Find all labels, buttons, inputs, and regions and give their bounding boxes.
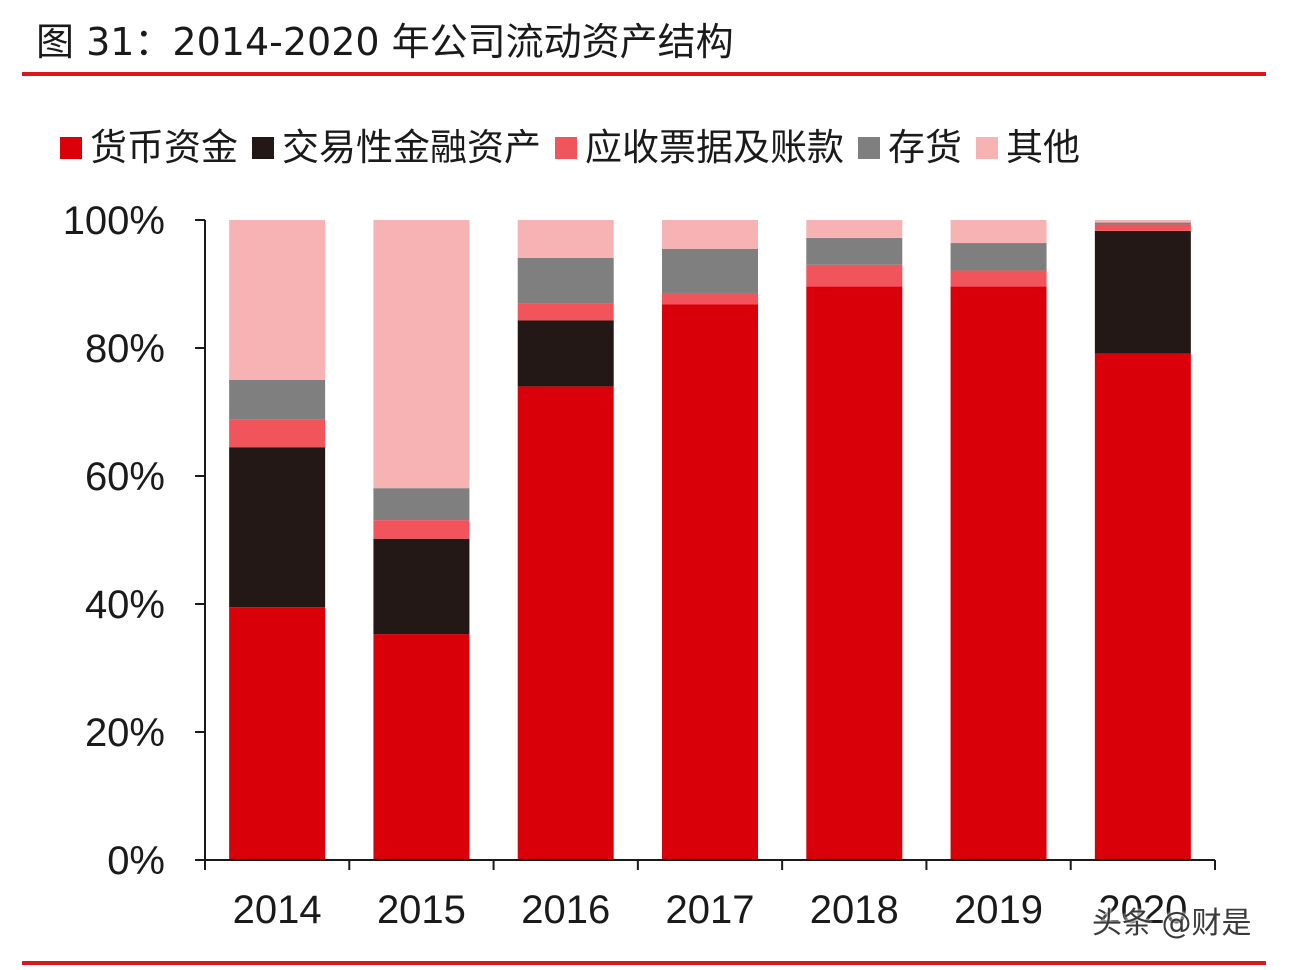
- bar-segment-2017-s2: [662, 292, 758, 305]
- legend-item-other: 其他: [976, 120, 1080, 176]
- bar-segment-2020-s1: [1094, 230, 1191, 354]
- legend-swatch-other: [976, 137, 998, 159]
- axes-layer: [195, 219, 1216, 870]
- bar-segment-2019-s4: [950, 220, 1047, 244]
- bar-segment-2016-s4: [517, 220, 614, 258]
- bar-segment-2015-s4: [373, 220, 470, 489]
- bar-segment-2015-s2: [373, 520, 470, 539]
- legend-item-trading-assets: 交易性金融资产: [252, 120, 541, 176]
- x-tick-label-2016: 2016: [521, 888, 610, 932]
- bar-segment-2019-s3: [950, 243, 1047, 271]
- chart-legend: 货币资金 交易性金融资产 应收票据及账款 存货 其他: [60, 120, 1094, 176]
- y-tick-label-40: 40%: [85, 583, 165, 627]
- bar-segment-2015-s3: [373, 488, 470, 521]
- legend-swatch-receivables: [555, 137, 577, 159]
- bar-segment-2020-s4: [1094, 220, 1191, 223]
- bar-segment-2019-s2: [950, 270, 1047, 287]
- bar-segment-2020-s2: [1094, 224, 1191, 231]
- bar-segment-2015-s1: [373, 538, 470, 635]
- legend-swatch-cash: [60, 137, 82, 159]
- bar-segment-2018-s0: [806, 286, 903, 860]
- x-tick-label-2017: 2017: [666, 888, 755, 932]
- bar-segment-2020-s0: [1094, 353, 1191, 860]
- bar-segment-2014-s2: [229, 419, 326, 448]
- legend-item-receivables: 应收票据及账款: [555, 120, 844, 176]
- legend-label-receivables: 应收票据及账款: [585, 126, 844, 169]
- ticks-layer: 2014 2015 2016 2017 2018 2019 2020 0% 20% 40% 60% 8…: [63, 199, 1188, 932]
- legend-label-other: 其他: [1006, 126, 1080, 169]
- bar-segment-2017-s4: [662, 220, 758, 249]
- legend-label-trading-assets: 交易性金融资产: [282, 126, 541, 169]
- bar-segment-2017-s0: [662, 304, 758, 861]
- bars-layer: [229, 220, 1191, 861]
- bar-segment-2016-s2: [517, 303, 614, 321]
- bar-segment-2020-s3: [1094, 222, 1191, 225]
- x-tick-label-2019: 2019: [954, 888, 1043, 932]
- x-tick-label-2018: 2018: [810, 888, 899, 932]
- legend-item-cash: 货币资金: [60, 120, 238, 176]
- watermark: 头条 @财是: [1092, 906, 1252, 941]
- bar-segment-2017-s3: [662, 248, 758, 293]
- bar-segment-2015-s0: [373, 634, 470, 860]
- figure-title: 图 31：2014-2020 年公司流动资产结构: [36, 20, 734, 64]
- bar-segment-2018-s4: [806, 220, 903, 238]
- x-tick-label-2014: 2014: [233, 888, 322, 932]
- title-rule: [22, 72, 1266, 76]
- legend-swatch-trading-assets: [252, 137, 274, 159]
- y-tick-label-80: 80%: [85, 327, 165, 371]
- bar-segment-2014-s1: [229, 447, 326, 608]
- y-tick-label-60: 60%: [85, 455, 165, 499]
- legend-label-inventory: 存货: [888, 126, 962, 169]
- y-tick-label-100: 100%: [63, 199, 165, 243]
- footer-rule: [22, 961, 1266, 965]
- legend-swatch-inventory: [858, 137, 880, 159]
- bar-segment-2018-s2: [806, 264, 903, 287]
- y-tick-label-20: 20%: [85, 711, 165, 755]
- bar-segment-2016-s0: [517, 386, 614, 860]
- bar-segment-2016-s3: [517, 257, 614, 304]
- bar-segment-2016-s1: [517, 320, 614, 387]
- legend-item-inventory: 存货: [858, 120, 962, 176]
- bar-segment-2014-s0: [229, 607, 326, 860]
- bar-segment-2018-s3: [806, 237, 903, 265]
- bar-segment-2014-s3: [229, 380, 326, 420]
- legend-label-cash: 货币资金: [90, 126, 238, 169]
- x-tick-label-2015: 2015: [377, 888, 466, 932]
- y-tick-label-0: 0%: [107, 839, 165, 883]
- bar-segment-2014-s4: [229, 220, 326, 380]
- bar-segment-2019-s0: [950, 286, 1047, 860]
- x-tick-label-2020: 2020: [1098, 888, 1187, 932]
